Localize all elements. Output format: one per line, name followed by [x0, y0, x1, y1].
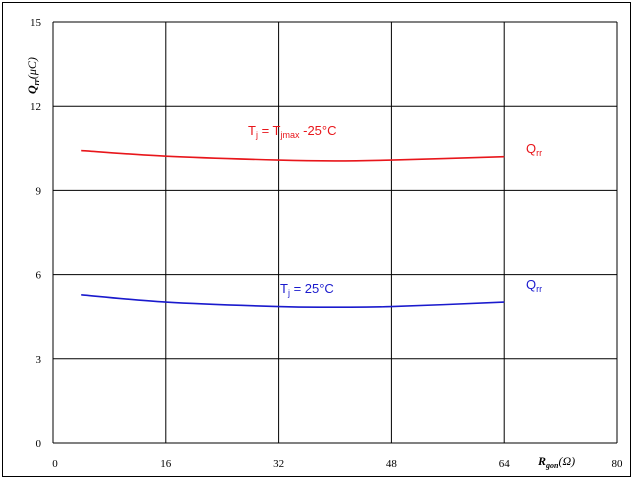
series-2-condition: Tj = 25°C [280, 281, 334, 298]
y-tick-labels: 0 3 6 9 12 15 [30, 17, 42, 450]
x-tick-label: 48 [386, 458, 398, 470]
y-tick-label: 0 [36, 438, 42, 450]
x-axis-label-unit: (Ω) [558, 454, 575, 468]
series-1-line [81, 149, 505, 162]
series-lines [81, 149, 505, 309]
x-tick-label: 0 [52, 458, 58, 470]
series-2-name: Qrr [526, 277, 542, 294]
grid-lines [52, 21, 618, 444]
x-tick-label: 16 [160, 458, 172, 470]
x-axis-label-main: R [537, 454, 546, 468]
series-2-line [81, 294, 505, 309]
y-tick-label: 15 [30, 17, 42, 29]
y-axis-label-main: Q [25, 85, 39, 94]
x-axis-label-sub: gon [545, 461, 559, 470]
series-1-name: Qrr [526, 141, 542, 158]
y-axis-label-unit: (μC) [25, 57, 39, 79]
y-tick-label: 12 [30, 101, 41, 113]
x-axis-label: Rgon(Ω) [537, 454, 575, 470]
chart-frame [2, 2, 631, 477]
y-axis-label: Qrr(μC) [25, 57, 41, 94]
series-1-condition: Tj = Tjmax -25°C [248, 123, 337, 140]
y-axis-label-sub: rr [32, 78, 41, 85]
y-tick-label: 3 [36, 354, 42, 366]
x-tick-labels: 0 16 32 48 64 80 [52, 458, 623, 470]
x-tick-label: 32 [273, 458, 284, 470]
x-tick-label: 64 [499, 458, 511, 470]
y-tick-label: 6 [36, 270, 42, 282]
y-tick-label: 9 [36, 185, 42, 197]
x-tick-label: 80 [612, 458, 624, 470]
